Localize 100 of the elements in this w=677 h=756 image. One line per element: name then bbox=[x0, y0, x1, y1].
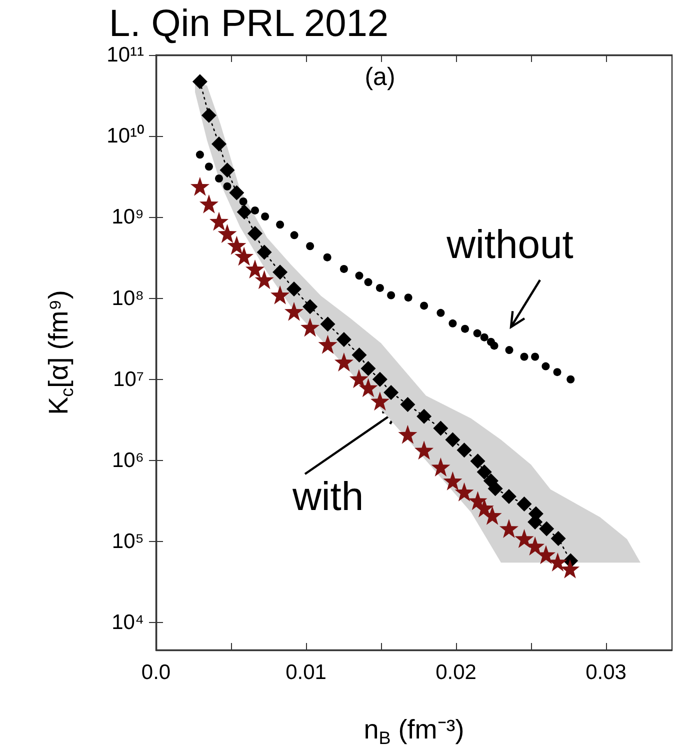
point bbox=[404, 294, 412, 302]
point bbox=[454, 482, 474, 502]
point bbox=[536, 545, 556, 564]
y-tick-label: 10⁵ bbox=[112, 530, 144, 554]
point bbox=[190, 176, 210, 196]
point bbox=[360, 361, 376, 376]
point bbox=[290, 231, 298, 240]
point bbox=[443, 471, 462, 490]
point bbox=[376, 284, 384, 292]
point bbox=[199, 194, 218, 214]
point bbox=[201, 108, 216, 123]
point bbox=[239, 198, 248, 206]
point bbox=[218, 224, 237, 243]
point bbox=[300, 318, 320, 337]
y-tick-label: 10⁸ bbox=[112, 286, 144, 310]
point bbox=[400, 396, 416, 412]
annotation: without bbox=[446, 223, 574, 267]
point bbox=[364, 278, 372, 286]
point bbox=[204, 162, 213, 171]
point bbox=[550, 531, 566, 546]
point bbox=[254, 270, 274, 290]
annotation: with bbox=[291, 475, 364, 519]
point bbox=[196, 150, 204, 159]
point bbox=[431, 458, 450, 477]
x-tick-label: 0.03 bbox=[586, 661, 626, 684]
point bbox=[323, 253, 332, 262]
point bbox=[234, 246, 254, 266]
point bbox=[261, 212, 270, 220]
point bbox=[286, 282, 302, 297]
point bbox=[372, 372, 388, 387]
point bbox=[272, 264, 288, 280]
point bbox=[302, 299, 318, 314]
point bbox=[284, 302, 304, 321]
point bbox=[445, 432, 460, 448]
y-tick-label: 10¹⁰ bbox=[106, 124, 144, 148]
point bbox=[270, 285, 290, 304]
point bbox=[256, 244, 272, 260]
point bbox=[566, 375, 575, 384]
point bbox=[318, 334, 338, 354]
y-tick-label: 10⁹ bbox=[112, 206, 144, 229]
point bbox=[276, 220, 284, 229]
y-axis-title: Kc[α] (fm⁹) bbox=[43, 290, 77, 415]
point bbox=[490, 342, 498, 350]
y-tick-label: 10⁴ bbox=[112, 611, 144, 634]
point bbox=[480, 333, 488, 342]
point bbox=[505, 346, 514, 354]
point bbox=[229, 185, 244, 200]
point bbox=[476, 464, 492, 480]
point bbox=[358, 378, 378, 398]
x-tick-label: 0.0 bbox=[141, 661, 171, 684]
point bbox=[474, 498, 494, 518]
point bbox=[306, 242, 314, 250]
point bbox=[355, 272, 364, 280]
point bbox=[473, 329, 482, 338]
point bbox=[220, 162, 235, 178]
point bbox=[210, 212, 228, 231]
point bbox=[482, 506, 502, 525]
x-tick-label: 0.02 bbox=[436, 661, 476, 684]
point bbox=[336, 332, 352, 348]
point bbox=[227, 236, 246, 255]
point bbox=[236, 204, 252, 220]
point bbox=[436, 308, 445, 317]
point bbox=[531, 352, 540, 361]
point bbox=[387, 291, 396, 300]
point bbox=[516, 496, 532, 512]
point bbox=[553, 368, 562, 376]
point bbox=[542, 362, 550, 370]
y-tick-label: 10¹¹ bbox=[106, 44, 144, 66]
annotation: (a) bbox=[364, 63, 396, 91]
point bbox=[212, 136, 226, 152]
point bbox=[246, 259, 264, 278]
x-tick-label: 0.01 bbox=[286, 661, 326, 684]
point bbox=[251, 206, 259, 214]
point bbox=[248, 226, 262, 241]
point bbox=[560, 559, 580, 578]
point bbox=[488, 481, 503, 496]
point bbox=[384, 384, 399, 400]
point bbox=[416, 408, 432, 424]
point bbox=[215, 174, 223, 182]
point bbox=[514, 529, 534, 548]
point bbox=[539, 521, 554, 536]
point bbox=[433, 420, 448, 436]
point bbox=[398, 424, 418, 444]
point bbox=[370, 392, 390, 411]
point bbox=[192, 74, 208, 90]
point bbox=[448, 319, 457, 328]
y-tick-label: 10⁶ bbox=[112, 448, 144, 472]
point bbox=[456, 442, 472, 458]
point bbox=[520, 352, 528, 361]
point bbox=[349, 369, 368, 388]
point bbox=[499, 518, 518, 538]
point bbox=[223, 182, 232, 190]
point bbox=[414, 440, 434, 460]
point bbox=[334, 352, 354, 372]
point bbox=[470, 454, 486, 469]
point bbox=[420, 302, 428, 310]
point bbox=[340, 264, 348, 273]
point bbox=[352, 347, 367, 362]
point bbox=[461, 324, 469, 333]
y-tick-label: 10⁷ bbox=[113, 368, 144, 391]
